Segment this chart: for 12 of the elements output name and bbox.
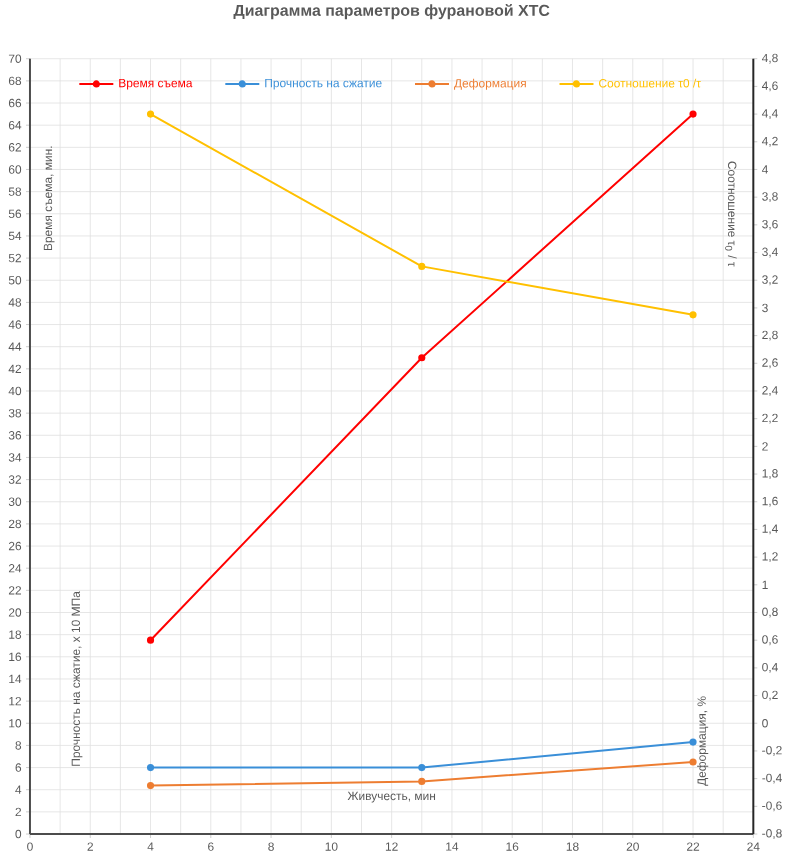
- point: [147, 636, 155, 644]
- point: [418, 777, 426, 785]
- point: [147, 781, 155, 790]
- point: [418, 763, 426, 772]
- point: [418, 354, 426, 362]
- point: [147, 763, 155, 772]
- point: [689, 311, 697, 319]
- point: [689, 110, 697, 118]
- point: [689, 758, 697, 766]
- point: [147, 110, 155, 118]
- point: [418, 262, 426, 270]
- point: [689, 738, 697, 746]
